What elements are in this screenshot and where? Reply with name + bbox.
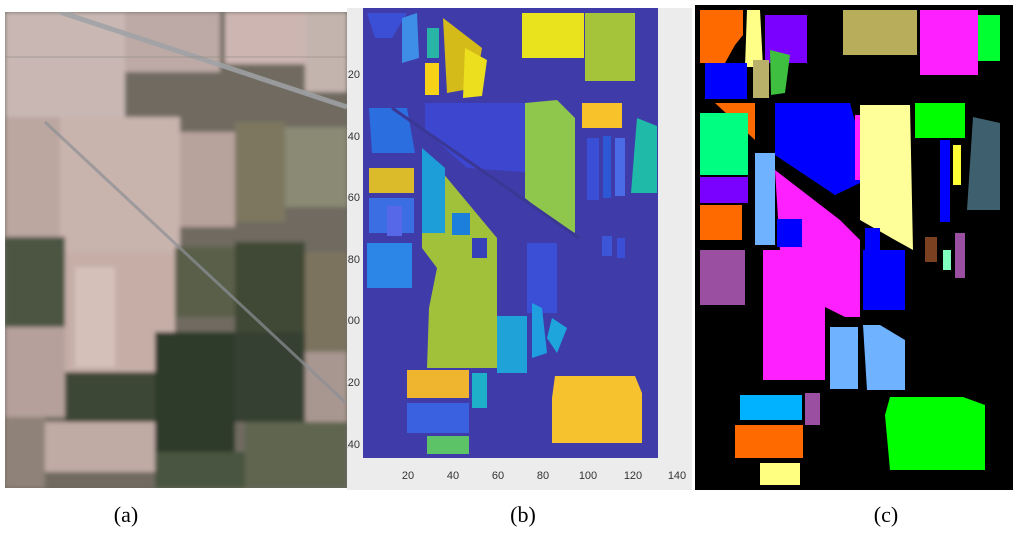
x-tick-label: 140 [668, 470, 686, 482]
y-tick-label: 80 [348, 254, 360, 266]
satellite-image [5, 12, 347, 488]
x-tick-label: 60 [492, 470, 504, 482]
y-tick-label: 20 [348, 69, 360, 81]
y-tick-label: 60 [348, 192, 360, 204]
caption-a: (a) [113, 502, 139, 527]
y-tick-label: 100 [347, 315, 360, 327]
x-tick-label: 40 [447, 470, 459, 482]
label-map-graphic: 20 40 60 80 100 120 140 20 40 60 80 100 … [347, 8, 686, 482]
label-map-plot: 20 40 60 80 100 120 140 20 40 60 80 100 … [347, 8, 692, 490]
y-tick-label: 120 [347, 377, 360, 389]
y-tick-label: 40 [348, 131, 360, 143]
satellite-image-graphic [5, 12, 347, 488]
x-tick-label: 80 [537, 470, 549, 482]
y-tick-label: 140 [347, 439, 360, 451]
x-tick-label: 120 [624, 470, 642, 482]
classification-map-graphic [695, 5, 1013, 490]
caption-b: (b) [510, 502, 536, 527]
x-tick-label: 100 [579, 470, 597, 482]
caption-c: (c) [873, 502, 899, 527]
x-tick-label: 20 [402, 470, 414, 482]
classification-map [695, 5, 1013, 490]
